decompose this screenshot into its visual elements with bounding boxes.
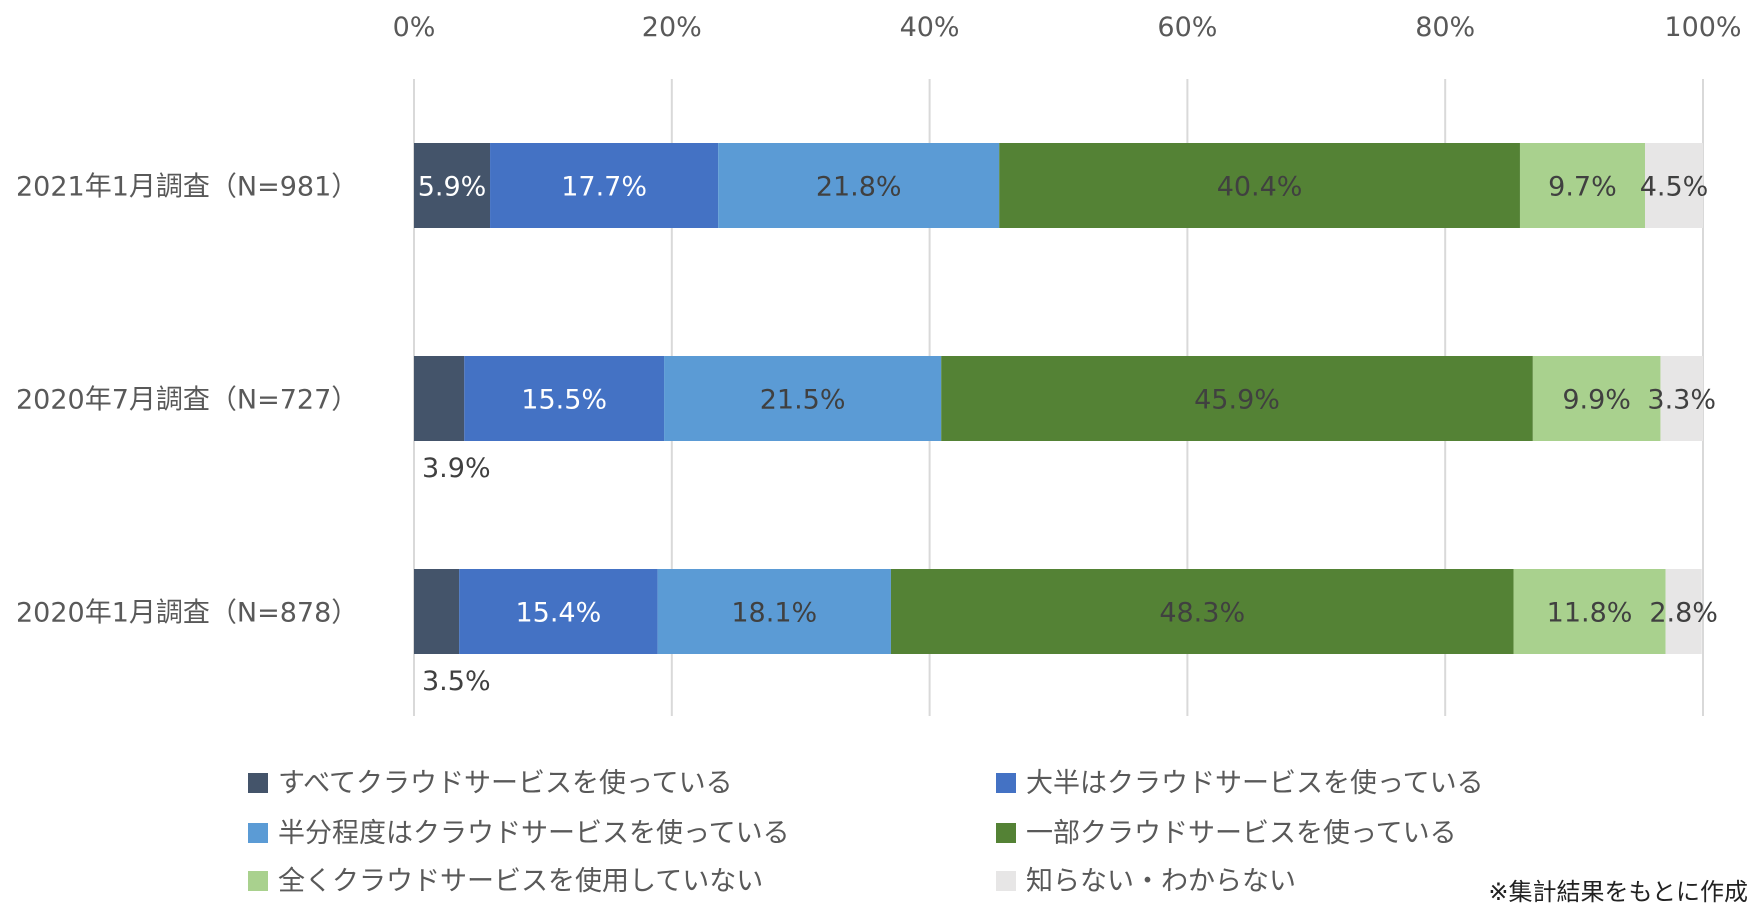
legend: すべてクラウドサービスを使っている 大半はクラウドサービスを使っている半分程度はク… bbox=[248, 768, 1484, 897]
data-label: 9.7% bbox=[1548, 172, 1617, 203]
bar-segment bbox=[1644, 143, 1703, 228]
legend-label: 大半はクラウドサービスを使っている bbox=[1026, 768, 1484, 799]
bar-segment bbox=[414, 143, 491, 228]
x-axis-tick-labels: 0% 20% 40% 60% 80% 100% bbox=[393, 12, 1742, 43]
bar-segment bbox=[718, 143, 1000, 228]
legend-swatch bbox=[248, 823, 268, 843]
bar-segment bbox=[464, 356, 665, 441]
data-label: 18.1% bbox=[731, 598, 817, 629]
bar-segment bbox=[941, 356, 1533, 441]
data-labels: 5.9% 17.7% 21.8% 40.4% 9.7% 4.5% 3.9% 15.5% 21.5… bbox=[418, 172, 1718, 698]
x-tick-label: 40% bbox=[900, 12, 960, 43]
bar-segment bbox=[414, 569, 460, 654]
legend-swatch bbox=[996, 871, 1016, 891]
legend-label: 半分程度はクラウドサービスを使っている bbox=[278, 818, 790, 849]
data-label: 45.9% bbox=[1194, 385, 1280, 416]
legend-label: 全くクラウドサービスを使用していない bbox=[278, 866, 763, 897]
bar-segment bbox=[414, 356, 465, 441]
x-tick-label: 20% bbox=[642, 12, 702, 43]
data-label: 11.8% bbox=[1547, 598, 1633, 629]
bar-segment bbox=[999, 143, 1520, 228]
legend-swatch bbox=[248, 773, 268, 793]
data-label: 4.5% bbox=[1640, 172, 1709, 203]
data-label: 9.9% bbox=[1562, 385, 1631, 416]
data-label: 3.3% bbox=[1647, 385, 1716, 416]
data-label: 3.9% bbox=[422, 453, 491, 484]
bar-segment bbox=[890, 569, 1514, 654]
bars bbox=[414, 143, 1703, 654]
bar-segment bbox=[1532, 356, 1661, 441]
x-tick-label: 60% bbox=[1157, 12, 1217, 43]
data-label: 40.4% bbox=[1217, 172, 1303, 203]
legend-label: 一部クラウドサービスを使っている bbox=[1026, 818, 1457, 849]
bar-segment bbox=[664, 356, 942, 441]
bar-segment bbox=[490, 143, 719, 228]
bar-segment bbox=[1519, 143, 1645, 228]
x-tick-label: 0% bbox=[393, 12, 436, 43]
bar-segment bbox=[1665, 569, 1702, 654]
data-label: 15.5% bbox=[521, 385, 607, 416]
data-label: 15.4% bbox=[515, 598, 601, 629]
category-label: 2020年7月調査（N=727） bbox=[16, 385, 358, 416]
data-label: 48.3% bbox=[1159, 598, 1245, 629]
bar-segment bbox=[1513, 569, 1666, 654]
category-label: 2020年1月調査（N=878） bbox=[16, 598, 358, 629]
category-label: 2021年1月調査（N=981） bbox=[16, 172, 358, 203]
bar-segment bbox=[657, 569, 891, 654]
legend-label: 知らない・わからない bbox=[1026, 866, 1296, 897]
bar-segment bbox=[459, 569, 658, 654]
bar-segment bbox=[1660, 356, 1703, 441]
data-label: 5.9% bbox=[418, 172, 487, 203]
x-tick-label: 80% bbox=[1415, 12, 1475, 43]
category-labels: 2021年1月調査（N=981） 2020年7月調査（N=727） 2020年1月調… bbox=[16, 172, 358, 629]
data-label: 17.7% bbox=[561, 172, 647, 203]
x-tick-label: 100% bbox=[1664, 12, 1741, 43]
legend-label: すべてクラウドサービスを使っている bbox=[278, 768, 733, 799]
legend-swatch bbox=[996, 823, 1016, 843]
data-label: 3.5% bbox=[422, 666, 491, 697]
footnote: ※集計結果をもとに作成 bbox=[1488, 878, 1748, 906]
data-label: 21.8% bbox=[816, 172, 902, 203]
legend-swatch bbox=[996, 773, 1016, 793]
legend-swatch bbox=[248, 871, 268, 891]
data-label: 2.8% bbox=[1649, 598, 1718, 629]
data-label: 21.5% bbox=[760, 385, 846, 416]
